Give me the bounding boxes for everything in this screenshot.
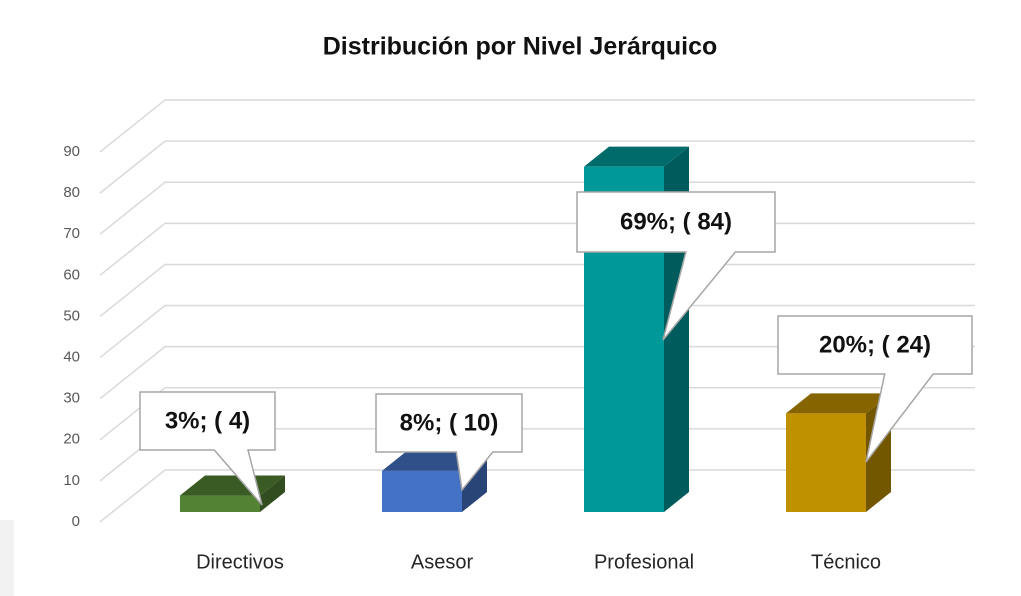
y-tick-label: 0 (72, 513, 80, 530)
grid-line (99, 140, 975, 194)
y-tick-label: 50 (63, 307, 80, 324)
y-tick-label: 20 (63, 431, 80, 448)
x-tick-label: Directivos (196, 551, 284, 573)
y-tick-label: 30 (63, 390, 80, 407)
data-label: 8%; ( 10) (400, 409, 499, 436)
data-label: 69%; ( 84) (620, 208, 732, 235)
grid-line (99, 304, 975, 359)
bar-top (584, 146, 689, 167)
x-tick-label: Profesional (594, 551, 694, 573)
y-tick-label: 40 (63, 349, 80, 366)
grid-line (99, 99, 975, 153)
grid-line (99, 387, 975, 441)
y-tick-label: 80 (63, 184, 80, 201)
data-label: 20%; ( 24) (819, 331, 931, 358)
bar-front (786, 413, 866, 512)
y-tick-label: 60 (63, 266, 80, 283)
bar-top (786, 393, 891, 414)
x-tick-label: Asesor (411, 551, 474, 573)
y-tick-label: 10 (63, 472, 80, 489)
grid-line (99, 469, 975, 523)
callout (139, 391, 276, 506)
y-tick-label: 90 (63, 143, 80, 160)
grid-line (99, 181, 975, 235)
callout (576, 191, 776, 341)
callout (375, 393, 523, 492)
chart-title: Distribución por Nivel Jerárquico (323, 33, 718, 61)
bar-front (382, 470, 462, 512)
bar (786, 393, 891, 512)
bar-side (260, 475, 285, 512)
grid-line (99, 345, 975, 400)
y-tick-label: 70 (63, 225, 80, 242)
callout (777, 315, 973, 463)
edge (0, 520, 14, 596)
bar-front (180, 495, 260, 512)
x-tick-label: Técnico (811, 551, 881, 573)
data-label: 3%; ( 4) (165, 407, 250, 434)
